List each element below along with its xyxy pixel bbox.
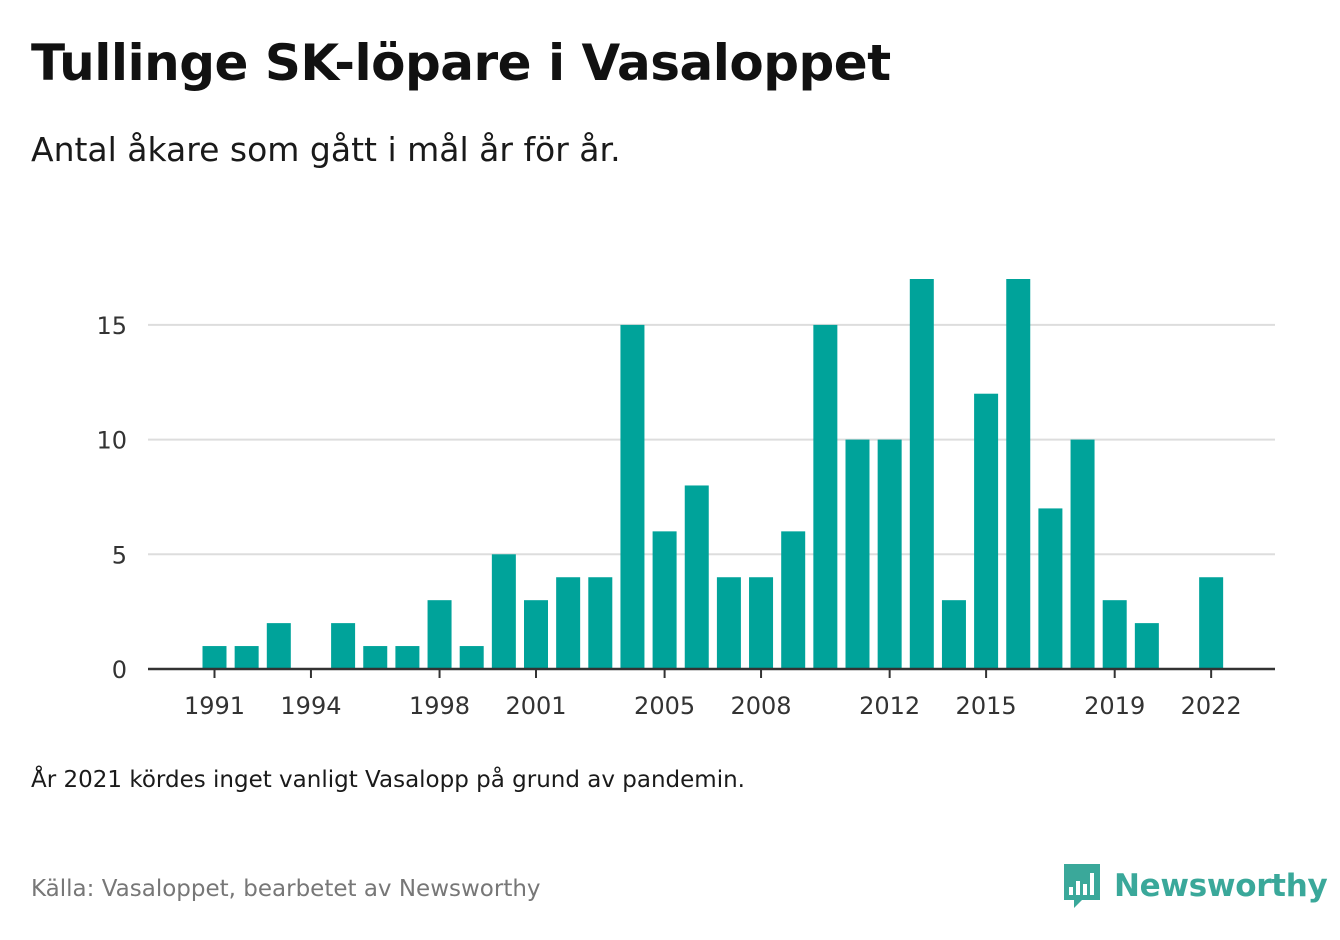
- bar-2002: [556, 577, 581, 669]
- bar-2018: [1070, 439, 1095, 669]
- bar-2010: [813, 324, 838, 669]
- bar-2017: [1038, 508, 1063, 669]
- x-axis: [148, 667, 1275, 678]
- bar-1995: [331, 623, 356, 669]
- source-credit: Källa: Vasaloppet, bearbetet av Newswort…: [31, 876, 541, 902]
- bar-2004: [620, 324, 645, 669]
- bar-1992: [234, 646, 259, 669]
- x-tick-label: 2008: [731, 692, 792, 720]
- bar-2014: [941, 600, 966, 669]
- y-tick-label: 5: [112, 541, 127, 569]
- bar-1996: [363, 646, 388, 669]
- x-tick-label: 2001: [505, 692, 566, 720]
- grid-lines: [148, 323, 1275, 556]
- bar-2003: [588, 577, 613, 669]
- bar-2005: [652, 531, 677, 669]
- bar-2009: [781, 531, 806, 669]
- bars: [202, 279, 1224, 669]
- y-tick-label: 15: [96, 312, 127, 340]
- chart-subtitle: Antal åkare som gått i mål år för år.: [31, 130, 621, 169]
- x-tick-label: 1994: [280, 692, 341, 720]
- bar-2016: [1006, 279, 1031, 669]
- bar-2006: [684, 485, 709, 669]
- bar-2012: [877, 439, 902, 669]
- bar-2022: [1199, 577, 1224, 669]
- bar-1991: [202, 646, 227, 669]
- bar-2008: [749, 577, 774, 669]
- x-tick-label: 1991: [184, 692, 245, 720]
- bar-1999: [459, 646, 484, 669]
- y-tick-label: 0: [112, 656, 127, 684]
- bar-2011: [845, 439, 870, 669]
- bar-2007: [716, 577, 741, 669]
- bar-1998: [427, 600, 452, 669]
- y-tick-label: 10: [96, 427, 127, 455]
- bar-1993: [266, 623, 291, 669]
- x-tick-label: 2019: [1084, 692, 1145, 720]
- chart-title: Tullinge SK-löpare i Vasaloppet: [31, 34, 891, 92]
- bar-2015: [974, 393, 999, 669]
- bar-2013: [909, 279, 934, 669]
- bar-2019: [1102, 600, 1127, 669]
- logo-wordmark: Newsworthy: [1114, 868, 1328, 904]
- tick-labels: 0 5 10 15 1991 1994 1998 2001 2005 2008 2012 2015 20…: [96, 312, 1241, 720]
- bar-1997: [395, 646, 420, 669]
- bar-2001: [524, 600, 548, 669]
- newsworthy-logo: Newsworthy: [1062, 862, 1328, 910]
- footnote: År 2021 kördes inget vanligt Vasalopp på…: [31, 767, 745, 793]
- x-tick-label: 2015: [956, 692, 1017, 720]
- x-tick-label: 2012: [859, 692, 920, 720]
- x-tick-label: 2022: [1181, 692, 1242, 720]
- bar-chart-logo-icon: [1064, 864, 1100, 908]
- x-tick-label: 2005: [634, 692, 695, 720]
- bar-2020: [1134, 623, 1159, 669]
- x-tick-label: 1998: [409, 692, 470, 720]
- bar-2000: [491, 554, 516, 669]
